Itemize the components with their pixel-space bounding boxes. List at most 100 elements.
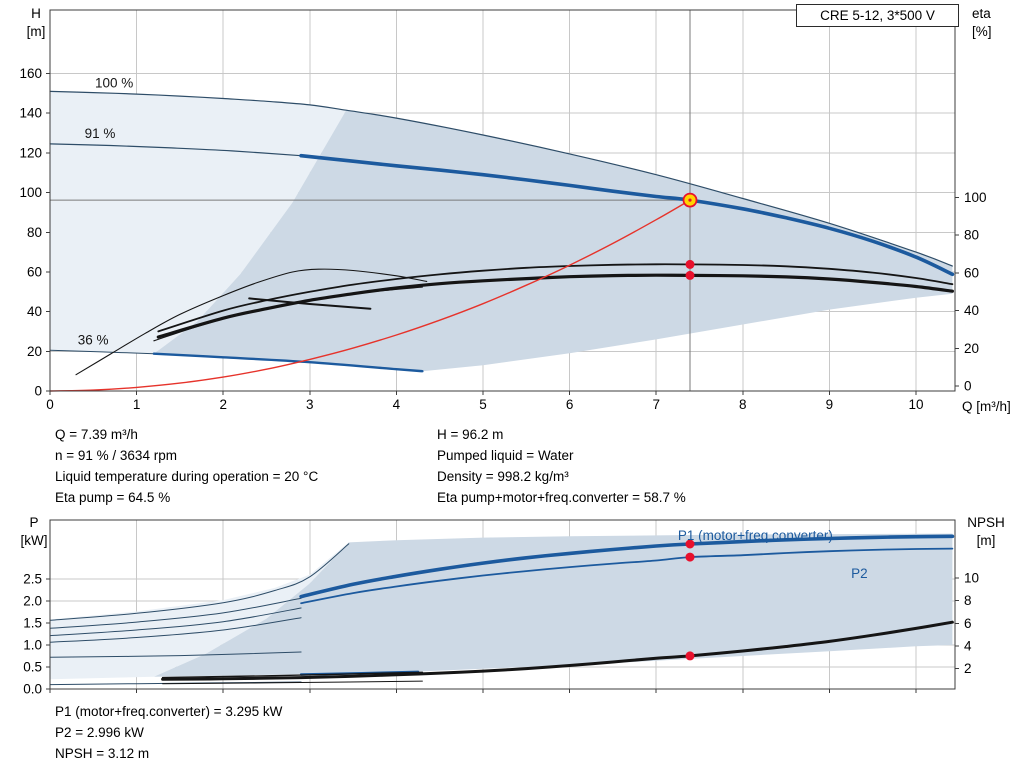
eta-pump-point [685,259,695,269]
y-left-tick-label: 20 [27,344,42,359]
duty-info-right: H = 96.2 m Pumped liquid = Water Density… [437,424,686,508]
y-left-tick-label: 2.0 [23,594,42,609]
y-right-tick-label: 0 [964,379,972,394]
x-tick-label: 0 [46,397,54,412]
info-density: Density = 998.2 kg/m³ [437,469,569,484]
y-right-tick-label: 4 [964,639,972,654]
y-left-tick-label: 0.0 [23,682,42,697]
h-axis-title: H [m] [18,5,54,41]
p-axis-title-line1: P [29,515,39,530]
speed-label-36pct: 36 % [78,332,109,347]
x-tick-label: 3 [306,397,314,412]
p2-point [685,552,695,562]
y-right-tick-label: 60 [964,265,979,280]
y-right-tick-label: 100 [964,190,987,205]
plot-frame [49,9,956,392]
info-eta-pump: Eta pump = 64.5 % [55,490,171,505]
power-envelope-light [50,542,349,680]
operating-envelope-dark [153,110,953,372]
y-left-tick-label: 0.5 [23,660,42,675]
p1-point [685,539,695,549]
npsh-small-a [161,671,424,679]
info-npsh: NPSH = 3.12 m [55,746,150,761]
y-left-tick-label: 160 [19,66,42,81]
duty-info-left: Q = 7.39 m³/h n = 91 % / 3634 rpm Liquid… [55,424,318,508]
x-tick-label: 4 [393,397,401,412]
y-left-tick-label: 1.0 [23,638,42,653]
y-left-tick-label: 60 [27,264,42,279]
pump-curve-36pct [152,352,424,373]
qh-chart: 100 %91 %36 %0 1 2 3 4 5 6 7 8 9 10020406080100120… [19,9,987,412]
power-fan-6 [49,681,302,686]
npsh-curve [161,620,954,681]
power-fan-3 [49,607,302,637]
eta-curve-pump [157,263,954,333]
y-right-tick-label: 8 [964,593,972,608]
npsh-axis-title: NPSH [m] [962,514,1010,550]
eta-curve-family-a [153,286,423,342]
info-p2: P2 = 2.996 kW [55,725,144,740]
x-tick-label: 7 [652,397,660,412]
y-left-tick-label: 80 [27,225,42,240]
power-chart: P1 (motor+freq.converter) P2 0.0 0.5 1.0 1.5 2… [23,519,979,697]
npsh-point [685,651,695,661]
x-tick-label: 8 [739,397,747,412]
npsh-axis-title-line2: [m] [976,533,996,548]
x-tick-label: 9 [826,397,834,412]
x-tick-label: 5 [479,397,487,412]
y-left-tick-label: 40 [27,304,42,319]
speed-label-100pct: 100 % [95,75,133,90]
pump-curve-91pct-thin [49,143,302,157]
duty-point-center [688,198,692,202]
info-speed: n = 91 % / 3634 rpm [55,448,177,463]
eta-curve-100pct [75,268,428,376]
y-left-tick-label: 0 [34,384,42,399]
info-head: H = 96.2 m [437,427,504,442]
power-fan-2 [49,597,302,629]
legend-p1: P1 (motor+freq.converter) [678,528,833,543]
pump-title-box: CRE 5-12, 3*500 V [796,4,959,27]
eta-curve-family-b [248,297,372,310]
power-envelope-dark [153,533,953,677]
h-axis-title-line1: H [31,6,41,21]
plot-frame [49,519,956,690]
y-right-tick-label: 80 [964,228,979,243]
y-right-tick-label: 40 [964,303,979,318]
operating-envelope-light [50,91,347,354]
x-tick-label: 10 [908,397,923,412]
p2-curve [300,547,954,605]
eta-axis-title-line1: eta [972,6,991,21]
y-right-tick-label: 10 [964,571,979,586]
y-right-tick-label: 2 [964,661,972,676]
pump-curve-100pct [49,90,953,267]
p-axis-title-line2: [kW] [20,533,48,548]
y-right-tick-label: 6 [964,616,972,631]
y-left-tick-label: 1.5 [23,616,42,631]
eta-axis-title-line2: [%] [972,24,992,39]
power-fan-5 [49,651,302,658]
pump-curve-36pct-thin [49,349,155,355]
x-tick-label: 6 [566,397,574,412]
x-tick-label: 1 [133,397,141,412]
info-p1: P1 (motor+freq.converter) = 3.295 kW [55,704,283,719]
y-left-tick-label: 100 [19,185,42,200]
y-left-tick-label: 120 [19,145,42,160]
eta-axis-title: eta [%] [972,5,1016,41]
p1-curve [299,534,955,599]
y-left-tick-label: 140 [19,106,42,121]
control-curve [49,199,691,392]
info-eta-total: Eta pump+motor+freq.converter = 58.7 % [437,490,686,505]
q-axis-title: Q [m³/h] [962,399,1011,414]
power-info: P1 (motor+freq.converter) = 3.295 kW P2 … [55,701,282,764]
power-fan-1 [49,543,350,621]
pump-curve-91pct-bold [299,153,955,277]
legend-p2: P2 [851,566,868,581]
eta-total-point [685,270,695,280]
npsh-small-b [162,680,423,685]
npsh-axis-title-line1: NPSH [967,515,1005,530]
speed-label-91pct: 91 % [85,126,116,141]
power-fan-4 [49,617,302,643]
y-left-tick-label: 2.5 [23,572,42,587]
